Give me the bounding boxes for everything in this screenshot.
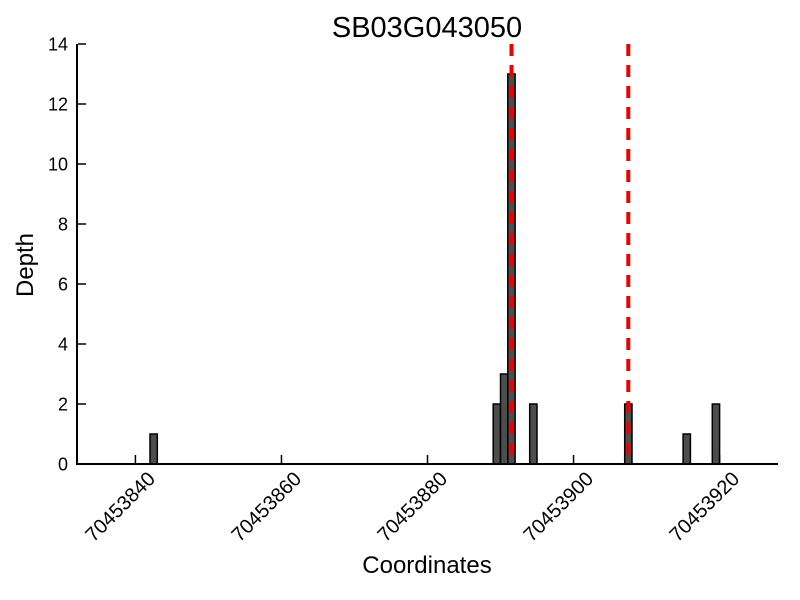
y-tick-label: 0	[58, 455, 68, 475]
x-tick-label: 70453900	[520, 468, 598, 546]
y-tick-label: 4	[58, 335, 68, 355]
depth-bar	[149, 433, 159, 465]
y-tick-label: 6	[58, 275, 68, 295]
y-tick-label: 10	[48, 155, 68, 175]
plot-layer: 70453840 70453860 70453880 70453900 70453920…	[48, 35, 778, 546]
depth-bar	[682, 433, 692, 465]
y-tick-label: 12	[48, 95, 68, 115]
y-tick-label: 2	[58, 395, 68, 415]
x-tick-label: 70453840	[81, 468, 159, 546]
chart-title: SB03G043050	[332, 12, 522, 44]
y-tick-label: 8	[58, 215, 68, 235]
x-tick-label: 70453920	[666, 468, 744, 546]
y-axis-label: Depth	[12, 233, 39, 297]
depth-bar	[499, 373, 509, 465]
depth-bar	[492, 403, 502, 465]
depth-bar	[528, 403, 538, 465]
x-tick-label: 70453880	[374, 468, 452, 546]
y-tick-label: 14	[48, 35, 68, 55]
x-axis-label: Coordinates	[362, 552, 491, 579]
depth-bar	[711, 403, 721, 465]
x-tick-label: 70453860	[228, 468, 306, 546]
